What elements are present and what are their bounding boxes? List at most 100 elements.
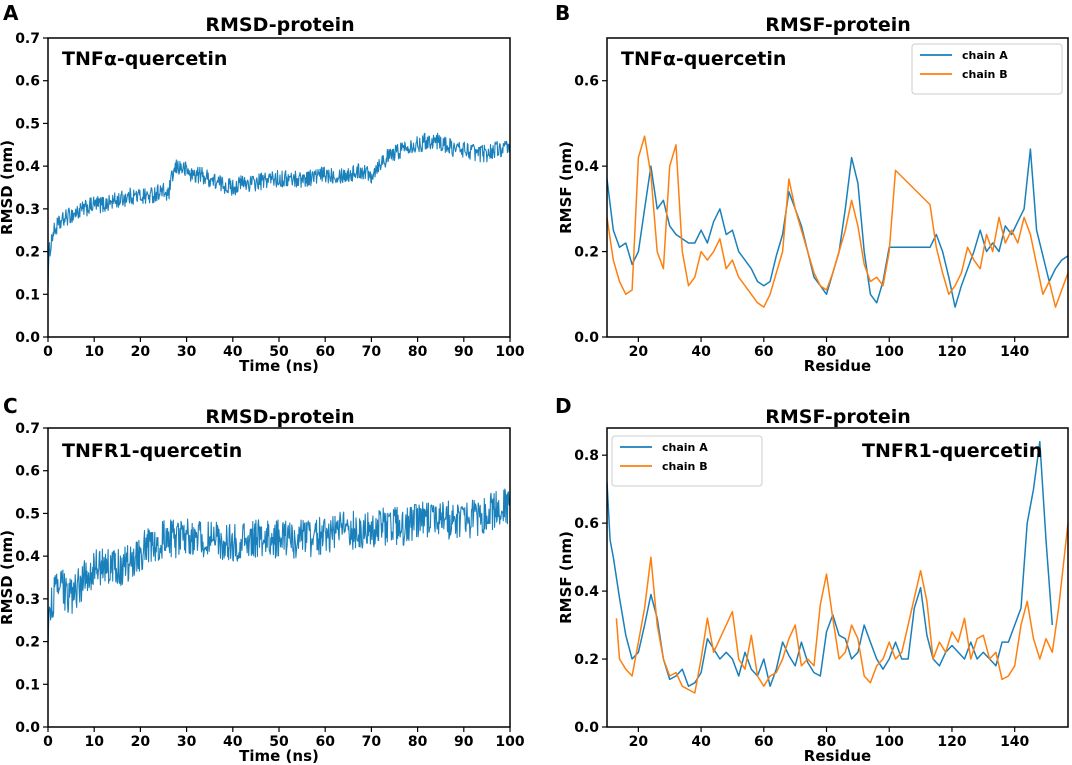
series-line-chain-a <box>607 440 1054 687</box>
series-line-chain-a <box>607 148 1068 308</box>
panel-letter: A <box>3 1 19 25</box>
x-tick-label: 40 <box>691 734 711 750</box>
x-tick-label: 20 <box>629 734 649 750</box>
series-line-chain-b <box>607 135 1068 308</box>
y-tick-label: 0.6 <box>574 516 599 532</box>
panel-letter: B <box>555 1 570 25</box>
plot-area <box>607 135 1068 308</box>
x-tick-label: 50 <box>269 344 289 360</box>
axes-frame <box>47 37 511 338</box>
legend: chain A chain B <box>911 43 1063 95</box>
chart-title: RMSD-protein <box>205 406 354 428</box>
x-tick-label: 20 <box>629 344 649 360</box>
y-tick-label: 0.2 <box>574 652 599 668</box>
x-tick-label: 10 <box>84 734 104 750</box>
y-axis-label: RMSF (nm) <box>557 531 575 624</box>
x-tick-label: 80 <box>817 344 837 360</box>
chart-title: RMSF-protein <box>765 14 911 36</box>
x-tick-label: 120 <box>937 734 966 750</box>
x-tick-label: 60 <box>315 344 335 360</box>
y-tick-label: 0.2 <box>15 245 40 261</box>
x-tick-label: 120 <box>937 344 966 360</box>
panel-letter: C <box>3 394 18 418</box>
plot-area <box>48 488 510 653</box>
legend-label: chain B <box>662 460 708 473</box>
axes-frame <box>606 427 1069 728</box>
x-tick-label: 40 <box>691 344 711 360</box>
axes-frame <box>606 37 1069 338</box>
x-tick-label: 100 <box>875 344 904 360</box>
panel-c: 0 10 20 30 40 50 60 70 80 90 100 0.0 0.1 0.2 0.3 0.4 0.5… <box>0 394 525 765</box>
legend-label: chain A <box>662 441 708 454</box>
y-tick-label: 0.2 <box>574 245 599 261</box>
y-tick-label: 0.4 <box>15 549 40 565</box>
x-tick-label: 0 <box>43 734 53 750</box>
y-tick-label: 0.4 <box>574 159 599 175</box>
legend-label: chain A <box>962 49 1008 62</box>
series-line-rmsd <box>48 488 510 653</box>
x-tick-label: 80 <box>408 344 428 360</box>
x-tick-label: 30 <box>177 734 197 750</box>
y-tick-label: 0.0 <box>574 330 599 346</box>
panel-b: 20 40 60 80 100 120 140 0.0 0.2 0.4 0.6 Residue RMSF… <box>555 1 1069 375</box>
x-tick-label: 100 <box>495 734 524 750</box>
y-tick-label: 0.8 <box>574 448 599 464</box>
complex-annotation: TNFR1-quercetin <box>862 440 1042 462</box>
x-tick-label: 20 <box>131 344 151 360</box>
y-tick-label: 0.1 <box>15 287 40 303</box>
y-tick-label: 0.1 <box>15 677 40 693</box>
x-tick-label: 90 <box>454 344 474 360</box>
x-axis-label: Time (ns) <box>239 357 319 375</box>
y-tick-label: 0.2 <box>15 635 40 651</box>
y-axis-label: RMSF (nm) <box>557 141 575 234</box>
panel-d: 20 40 60 80 100 120 140 0.0 0.2 0.4 0.6 0.8 Residue R… <box>555 394 1069 765</box>
x-tick-label: 20 <box>131 734 151 750</box>
y-tick-label: 0.3 <box>15 592 40 608</box>
panel-a: 0 10 20 30 40 50 60 70 80 90 100 0.0 0.1 0.2 0.3 0.4 0.5… <box>0 1 525 375</box>
panel-letter: D <box>555 394 572 418</box>
y-tick-label: 0.5 <box>15 116 40 132</box>
complex-annotation: TNFR1-quercetin <box>62 440 242 462</box>
x-tick-label: 40 <box>223 344 243 360</box>
y-tick-label: 0.3 <box>15 202 40 218</box>
y-tick-label: 0.4 <box>574 584 599 600</box>
legend-label: chain B <box>962 68 1008 81</box>
y-tick-label: 0.0 <box>15 330 40 346</box>
x-axis-label: Residue <box>804 747 871 765</box>
chart-title: RMSF-protein <box>765 406 911 428</box>
x-axis-label: Residue <box>804 357 871 375</box>
legend: chain A chain B <box>611 435 763 487</box>
x-tick-label: 140 <box>1000 344 1029 360</box>
y-tick-label: 0.6 <box>15 464 40 480</box>
x-tick-label: 60 <box>754 344 774 360</box>
y-tick-label: 0.5 <box>15 506 40 522</box>
x-tick-label: 80 <box>408 734 428 750</box>
y-tick-label: 0.0 <box>15 720 40 736</box>
x-axis-label: Time (ns) <box>239 747 319 765</box>
series-line-chain-b <box>615 523 1068 694</box>
y-axis-label: RMSD (nm) <box>0 530 16 625</box>
legend-box <box>611 435 763 487</box>
x-tick-label: 10 <box>84 344 104 360</box>
y-tick-label: 0.4 <box>15 159 40 175</box>
x-tick-label: 70 <box>362 344 382 360</box>
x-tick-label: 100 <box>495 344 524 360</box>
y-tick-label: 0.7 <box>15 421 40 437</box>
x-tick-label: 0 <box>43 344 53 360</box>
y-tick-label: 0.7 <box>15 31 40 47</box>
y-tick-label: 0.6 <box>574 74 599 90</box>
legend-box <box>911 43 1063 95</box>
plot-area <box>607 440 1068 694</box>
y-tick-label: 0.6 <box>15 74 40 90</box>
series-line-rmsd <box>48 132 510 289</box>
x-tick-label: 70 <box>362 734 382 750</box>
chart-title: RMSD-protein <box>205 14 354 36</box>
x-tick-label: 60 <box>315 734 335 750</box>
x-tick-label: 30 <box>177 344 197 360</box>
x-tick-label: 140 <box>1000 734 1029 750</box>
plot-area <box>48 132 510 289</box>
x-tick-label: 40 <box>223 734 243 750</box>
complex-annotation: TNFα-quercetin <box>621 48 786 70</box>
x-tick-label: 100 <box>875 734 904 750</box>
